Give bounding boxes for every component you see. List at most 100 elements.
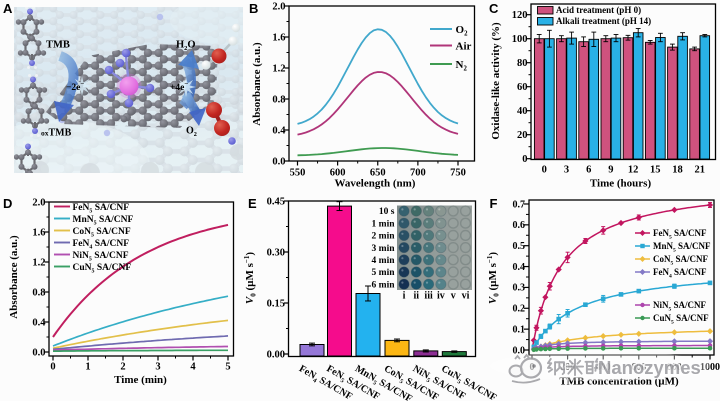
svg-text:iii: iii [424,291,433,302]
svg-text:700: 700 [410,168,426,179]
svg-text:600: 600 [330,168,346,179]
svg-text:0.7: 0.7 [513,199,526,210]
svg-text:0.3: 0.3 [513,283,526,294]
svg-text:650: 650 [370,168,386,179]
svg-text:0.0: 0.0 [32,348,45,359]
svg-text:750: 750 [450,168,466,179]
svg-text:3 min: 3 min [372,244,396,254]
svg-text:2.0: 2.0 [272,2,285,13]
svg-text:C: C [489,1,499,16]
svg-text:TMB: TMB [46,40,70,51]
svg-text:0.4: 0.4 [272,126,286,137]
svg-text:0: 0 [542,165,547,176]
svg-text:A: A [3,1,13,16]
svg-text:0.4: 0.4 [513,262,526,273]
svg-text:1000: 1000 [700,362,720,373]
svg-text:12: 12 [628,165,639,176]
svg-text:Wavelength (nm): Wavelength (nm) [335,178,416,190]
svg-text:600: 600 [631,362,646,373]
svg-text:FeN4 SA/CNF: FeN4 SA/CNF [653,267,707,280]
svg-text:40: 40 [517,106,528,117]
svg-text:2 min: 2 min [372,232,396,242]
svg-text:+4e−: +4e− [170,80,188,93]
svg-text:1.2: 1.2 [32,258,45,269]
svg-text:6: 6 [586,165,591,176]
svg-text:1.2: 1.2 [272,64,285,75]
svg-text:80: 80 [517,58,528,69]
svg-text:9: 9 [608,165,613,176]
svg-text:0: 0 [530,362,535,373]
svg-text:ii: ii [414,291,420,302]
svg-text:5: 5 [225,362,230,373]
svg-text:D: D [3,196,12,211]
svg-text:N2: N2 [456,59,468,73]
svg-text:18: 18 [672,165,683,176]
svg-text:100: 100 [512,34,528,45]
svg-text:4: 4 [190,362,196,373]
svg-text:CoN5 SA/CNF: CoN5 SA/CNF [653,254,709,267]
svg-text:3: 3 [155,362,160,373]
svg-text:NiN5 SA/CNF: NiN5 SA/CNF [73,251,129,263]
svg-text:oxTMB: oxTMB [41,128,72,139]
svg-text:H2O: H2O [176,40,196,53]
svg-text:2.0: 2.0 [32,198,45,209]
svg-text:O2: O2 [186,126,197,139]
svg-text:5 min: 5 min [372,268,396,278]
svg-text:0.0: 0.0 [513,345,526,356]
svg-text:0.30: 0.30 [267,248,285,259]
svg-text:i: i [403,291,406,302]
svg-text:FeN5 SA/CNF: FeN5 SA/CNF [653,228,707,241]
svg-text:B: B [249,1,258,16]
svg-text:V0 (µM s−1): V0 (µM s−1) [243,252,258,305]
svg-text:15: 15 [650,165,661,176]
svg-text:0.1: 0.1 [513,324,526,335]
svg-text:Absorbance (a.u.): Absorbance (a.u.) [8,235,20,319]
svg-text:20: 20 [517,130,528,141]
svg-text:NiN5 SA/CNF: NiN5 SA/CNF [653,300,707,313]
svg-text:Nanozymes: Nanozymes [598,357,701,378]
svg-text:CuN5 SA/CNF: CuN5 SA/CNF [73,263,132,275]
svg-text:6 min: 6 min [372,280,396,290]
svg-text:0.8: 0.8 [272,95,285,106]
svg-text:60: 60 [517,82,528,93]
svg-text:Oxidase-like activity (%): Oxidase-like activity (%) [490,22,502,140]
svg-text:Alkali treatment (pH 14): Alkali treatment (pH 14) [556,16,651,26]
svg-text:CoN5 SA/CNF: CoN5 SA/CNF [73,227,131,239]
svg-text:vi: vi [462,291,470,302]
svg-text:v: v [451,291,456,302]
svg-text:0.45: 0.45 [267,197,285,208]
svg-text:Acid treatment (pH 0): Acid treatment (pH 0) [556,5,641,15]
svg-text:Time (min): Time (min) [114,374,167,386]
svg-text:FeN4 SA/CNF: FeN4 SA/CNF [73,239,130,251]
svg-text:0.15: 0.15 [267,299,285,310]
svg-text:1.6: 1.6 [272,33,285,44]
svg-text:21: 21 [694,165,705,176]
svg-text:0.2: 0.2 [513,304,526,315]
svg-text:1.6: 1.6 [32,228,45,239]
svg-text:−2e−: −2e− [66,80,84,93]
svg-text:MnN5 SA/CNF: MnN5 SA/CNF [73,215,134,227]
svg-text:800: 800 [667,362,682,373]
svg-text:Time (hours): Time (hours) [590,178,652,190]
svg-text:V0 (µM s−1): V0 (µM s−1) [486,252,501,305]
svg-text:0.00: 0.00 [267,350,285,361]
svg-text:MnN5 SA/CNF: MnN5 SA/CNF [653,241,711,254]
svg-text:4 min: 4 min [372,256,396,266]
svg-text:Absorbance (a.u.): Absorbance (a.u.) [251,42,263,126]
svg-text:3: 3 [564,165,569,176]
svg-text:1: 1 [85,362,90,373]
svg-text:0.6: 0.6 [513,220,526,231]
svg-text:2: 2 [120,362,125,373]
svg-text:CuN5 SA/CNF: CuN5 SA/CNF [653,313,709,326]
svg-text:120: 120 [512,10,528,21]
svg-text:0.5: 0.5 [513,241,526,252]
svg-text:550: 550 [290,168,306,179]
svg-text:0.0: 0.0 [272,157,285,168]
svg-text:iv: iv [437,291,445,302]
svg-text:0.4: 0.4 [32,318,46,329]
svg-text:0: 0 [50,362,55,373]
svg-text:FeN5 SA/CNF: FeN5 SA/CNF [73,203,130,215]
svg-text:E: E [248,196,257,211]
svg-text:F: F [490,196,498,211]
svg-text:Air: Air [456,40,472,52]
